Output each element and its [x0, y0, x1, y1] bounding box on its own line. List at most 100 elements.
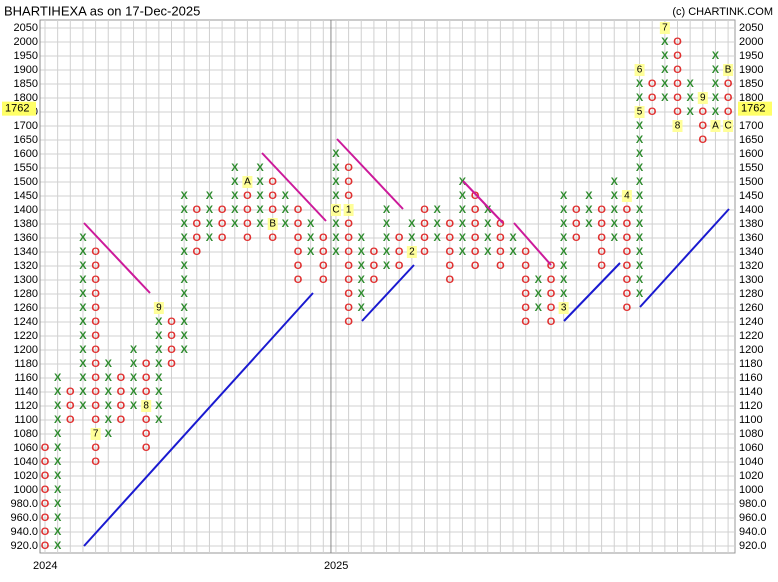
x-box: X: [585, 204, 593, 216]
y-tick-label: 1800: [14, 92, 38, 104]
month-marker: 8: [143, 401, 149, 412]
x-box: X: [358, 246, 366, 258]
o-box: O: [66, 414, 75, 426]
o-box: O: [91, 414, 100, 426]
column: XXX: [686, 78, 694, 118]
column: XXX: [585, 190, 593, 230]
x-box: X: [484, 204, 492, 216]
x-box: X: [130, 400, 138, 412]
o-box: O: [370, 246, 379, 258]
y-tick-label-right: 1900: [739, 64, 763, 76]
x-box: X: [54, 470, 62, 482]
x-box: X: [560, 260, 568, 272]
column: OOO: [218, 204, 227, 244]
o-box: O: [91, 358, 100, 370]
o-box: O: [471, 190, 480, 202]
resistance-line: [513, 222, 552, 266]
month-marker: 1: [346, 205, 352, 216]
o-box: O: [521, 288, 530, 300]
x-box: X: [180, 218, 188, 230]
x-box: X: [358, 302, 366, 314]
o-box: O: [142, 428, 151, 440]
y-tick-label-right: 1260: [739, 302, 763, 314]
y-tick-label-right: 1380: [739, 218, 763, 230]
x-box: X: [155, 344, 163, 356]
o-box: O: [673, 78, 682, 90]
x-box: X: [54, 428, 62, 440]
last-price-right: 1762: [741, 103, 765, 115]
o-box: O: [193, 246, 202, 258]
x-box: X: [282, 218, 290, 230]
o-box: O: [572, 218, 581, 230]
y-tick-label-right: 1550: [739, 162, 763, 174]
o-box: O: [218, 232, 227, 244]
o-box: O: [91, 386, 100, 398]
o-box: O: [496, 246, 505, 258]
x-box: X: [408, 218, 416, 230]
x-box: X: [231, 218, 239, 230]
x-box: X: [611, 232, 619, 244]
month-marker: B: [269, 219, 276, 230]
column: OOO: [370, 246, 379, 286]
x-box: X: [105, 358, 113, 370]
o-box: O: [243, 204, 252, 216]
y-tick-label: 940.0: [10, 526, 38, 538]
x-box: X: [358, 232, 366, 244]
x-box: X: [105, 386, 113, 398]
y-tick-label-right: 1240: [739, 316, 763, 328]
x-box: X: [686, 92, 694, 104]
x-box: X: [180, 288, 188, 300]
o-box: O: [395, 260, 404, 272]
x-box: X: [686, 78, 694, 90]
x-box: X: [54, 540, 62, 552]
o-box: O: [344, 274, 353, 286]
o-box: O: [41, 484, 50, 496]
x-box: X: [79, 372, 87, 384]
o-box: O: [446, 232, 455, 244]
x-box: X: [79, 274, 87, 286]
o-box: O: [268, 190, 277, 202]
x-box: X: [408, 232, 416, 244]
y-tick-label-right: 1340: [739, 246, 763, 258]
x-box: X: [180, 232, 188, 244]
o-box: O: [648, 106, 657, 118]
x-box: X: [180, 274, 188, 286]
y-tick-label: 1280: [14, 288, 38, 300]
y-tick-label: 1100: [14, 414, 38, 426]
x-box: X: [459, 190, 467, 202]
o-box: O: [91, 260, 100, 272]
o-box: O: [319, 274, 328, 286]
o-box: O: [395, 246, 404, 258]
x-box: X: [712, 92, 720, 104]
x-box: X: [54, 512, 62, 524]
o-box: O: [294, 260, 303, 272]
x-box: X: [484, 246, 492, 258]
y-tick-label-right: 1220: [739, 330, 763, 342]
y-tick-label: 1180: [14, 358, 38, 370]
x-box: X: [459, 204, 467, 216]
y-tick-label: 1120: [14, 400, 38, 412]
y-tick-label-right: 1280: [739, 288, 763, 300]
x-box: X: [332, 148, 340, 160]
o-box: O: [142, 414, 151, 426]
o-box: O: [268, 232, 277, 244]
month-marker: 7: [662, 23, 668, 34]
o-box: O: [41, 540, 50, 552]
y-tick-label: 1160: [14, 372, 38, 384]
o-box: O: [117, 414, 126, 426]
x-box: X: [433, 204, 441, 216]
month-marker-bg: [723, 64, 734, 76]
o-box: O: [344, 246, 353, 258]
